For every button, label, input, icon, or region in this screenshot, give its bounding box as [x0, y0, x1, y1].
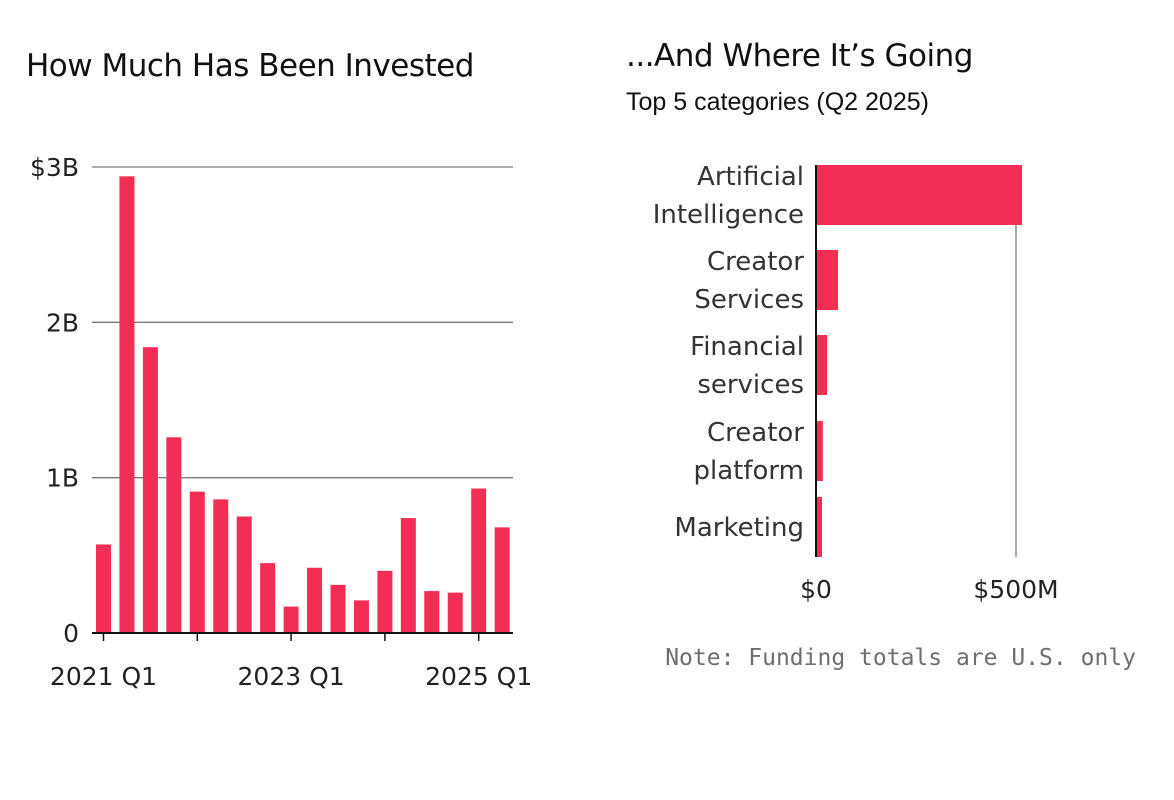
bar-2023-q3	[330, 584, 346, 633]
category-label-line: Creator	[707, 247, 804, 277]
x-tick-label: $0	[800, 575, 832, 604]
right-chart-subtitle: Top 5 categories (Q2 2025)	[626, 88, 929, 116]
y-tick-label: $3B	[30, 153, 79, 182]
bar-2023-q4	[353, 600, 369, 633]
bar-2021-q4	[166, 437, 182, 633]
bar-2024-q2	[400, 518, 416, 633]
bar-creator-platform	[816, 421, 823, 481]
bar-marketing	[816, 497, 822, 557]
bar-2025-q1	[471, 488, 487, 633]
category-label: Creator Services	[694, 247, 804, 315]
bar-2022-q3	[236, 516, 252, 633]
category-label-line: Artificial	[697, 162, 804, 192]
y-tick-label: 2B	[46, 308, 79, 337]
bar-2023-q2	[307, 567, 323, 633]
x-tick-label: 2021 Q1	[50, 662, 157, 691]
bar-creator-services	[816, 250, 838, 310]
x-tick-label: $500M	[973, 575, 1058, 604]
top-categories-chart: Artificial Intelligence Creator Services Fin…	[653, 162, 1059, 604]
x-tick-label: 2025 Q1	[425, 662, 532, 691]
investment-over-time-chart: 0 1B 2B $3B 2021 Q1 2023 Q1 2025 Q1	[30, 153, 532, 691]
category-label: Marketing	[674, 513, 804, 543]
bar-2021-q2	[119, 176, 135, 633]
category-label-line: Intelligence	[653, 200, 804, 230]
bar-2022-q2	[213, 499, 229, 633]
y-tick-label: 1B	[46, 464, 79, 493]
category-label: Financial services	[690, 332, 804, 400]
category-label: Creator platform	[694, 418, 805, 486]
bar-2024-q1	[377, 570, 393, 633]
bar-2025-q2	[494, 527, 510, 633]
bar-2021-q1	[96, 544, 111, 633]
bar-artificial-intelligence	[816, 165, 1022, 225]
bar-2022-q4	[260, 563, 276, 633]
bar-2024-q3	[424, 591, 440, 633]
bar-2021-q3	[142, 347, 158, 633]
category-label: Artificial Intelligence	[653, 162, 804, 230]
bar-2022-q1	[189, 491, 205, 633]
bar-2023-q1	[283, 606, 299, 633]
category-label-line: Financial	[690, 332, 804, 362]
category-label-line: services	[697, 370, 804, 400]
funding-note: Note: Funding totals are U.S. only	[665, 645, 1136, 671]
left-chart-title: How Much Has Been Invested	[26, 48, 474, 84]
category-label-line: Services	[694, 285, 804, 315]
bar-2024-q4	[447, 592, 463, 633]
y-tick-label: 0	[63, 619, 79, 648]
x-tick-label: 2023 Q1	[238, 662, 345, 691]
category-label-line: Marketing	[674, 513, 804, 543]
right-chart-title: ...And Where It’s Going	[626, 38, 973, 74]
category-label-line: platform	[694, 456, 804, 486]
bar-financial-services	[816, 335, 828, 395]
category-label-line: Creator	[707, 418, 804, 448]
